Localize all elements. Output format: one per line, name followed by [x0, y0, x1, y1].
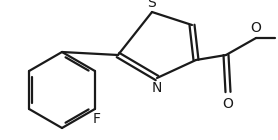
- Text: O: O: [250, 21, 261, 35]
- Text: CH₃: CH₃: [277, 32, 278, 45]
- Text: N: N: [152, 81, 162, 95]
- Text: F: F: [93, 112, 101, 126]
- Text: O: O: [223, 97, 234, 111]
- Text: S: S: [148, 0, 156, 10]
